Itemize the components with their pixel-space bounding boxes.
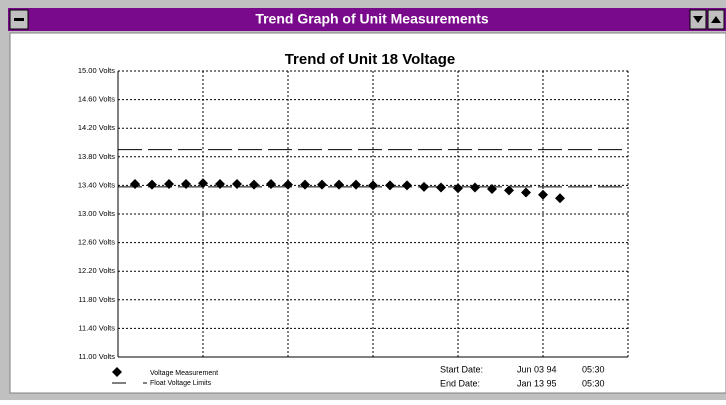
data-point (266, 178, 276, 189)
data-point (164, 178, 174, 189)
legend-label: Voltage Measurement (150, 370, 218, 377)
system-menu-icon (14, 18, 24, 21)
y-tick-label: 11.80 Volts (78, 295, 115, 304)
y-tick-label: 15.00 Volts (78, 66, 115, 75)
data-point (419, 181, 429, 192)
maximize-icon (711, 16, 721, 23)
data-point (232, 178, 242, 189)
data-point (402, 180, 412, 191)
end-time: 05:30 (582, 378, 605, 388)
y-tick-label: 11.00 Volts (78, 352, 115, 361)
chart-title: Trend of Unit 18 Voltage (285, 51, 456, 68)
end-date: Jan 13 95 (517, 378, 557, 388)
y-tick-label: 12.20 Volts (78, 266, 115, 275)
data-point (436, 182, 446, 193)
data-point (283, 179, 293, 190)
legend-label: Float Voltage Limits (150, 380, 212, 387)
minimize-icon (693, 16, 703, 23)
data-point (181, 178, 191, 189)
data-point (198, 178, 208, 189)
start-time: 05:30 (582, 364, 605, 374)
data-point (130, 178, 140, 189)
start-date: Jun 03 94 (517, 364, 557, 374)
title-bar (8, 8, 726, 31)
data-point (351, 179, 361, 190)
y-tick-label: 14.60 Volts (78, 95, 115, 104)
legend-marker (112, 367, 122, 377)
y-tick-label: 12.60 Volts (78, 238, 115, 247)
data-point (504, 185, 514, 196)
y-tick-label: 13.00 Volts (78, 209, 115, 218)
data-point (317, 179, 327, 190)
data-point (300, 179, 310, 190)
y-tick-label: 11.40 Volts (78, 323, 115, 332)
data-point (453, 183, 463, 194)
end-label: End Date: (440, 378, 480, 388)
y-tick-label: 13.40 Volts (78, 180, 115, 189)
start-label: Start Date: (440, 364, 483, 374)
data-point (249, 179, 259, 190)
data-point (368, 180, 378, 191)
data-point (215, 178, 225, 189)
y-tick-label: 13.80 Volts (78, 152, 115, 161)
data-point (334, 179, 344, 190)
data-point (538, 189, 548, 200)
data-point (487, 183, 497, 194)
data-point (521, 187, 531, 198)
data-point (555, 193, 565, 204)
data-point (385, 180, 395, 191)
data-point (147, 179, 157, 190)
client-area (9, 32, 726, 394)
y-tick-label: 14.20 Volts (78, 123, 115, 132)
data-point (470, 182, 480, 193)
window-title: Trend Graph of Unit Measurements (255, 11, 489, 27)
